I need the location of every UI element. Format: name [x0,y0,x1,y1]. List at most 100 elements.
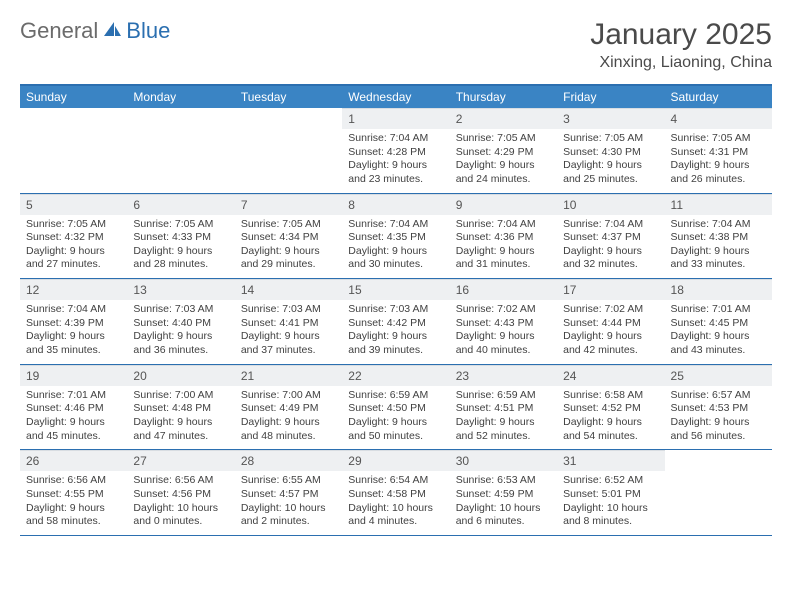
sunset-text: Sunset: 4:50 PM [348,402,443,416]
day-number: 23 [450,365,557,386]
day-number: 29 [342,450,449,471]
day-number: 17 [557,279,664,300]
daylight-text: Daylight: 9 hours and 24 minutes. [456,159,551,186]
day-details: Sunrise: 7:05 AMSunset: 4:29 PMDaylight:… [450,129,557,193]
day-cell: 28Sunrise: 6:55 AMSunset: 4:57 PMDayligh… [235,450,342,535]
sunrise-text: Sunrise: 7:05 AM [456,132,551,146]
sunset-text: Sunset: 4:29 PM [456,146,551,160]
sunset-text: Sunset: 4:59 PM [456,488,551,502]
sunset-text: Sunset: 4:30 PM [563,146,658,160]
sunrise-text: Sunrise: 7:04 AM [563,218,658,232]
day-number: 15 [342,279,449,300]
day-details: Sunrise: 7:01 AMSunset: 4:45 PMDaylight:… [665,300,772,364]
weekday-header: Wednesday [342,86,449,108]
daylight-text: Daylight: 9 hours and 32 minutes. [563,245,658,272]
sunset-text: Sunset: 4:32 PM [26,231,121,245]
day-cell: 24Sunrise: 6:58 AMSunset: 4:52 PMDayligh… [557,365,664,450]
day-details: Sunrise: 6:55 AMSunset: 4:57 PMDaylight:… [235,471,342,535]
daylight-text: Daylight: 9 hours and 28 minutes. [133,245,228,272]
day-cell: 29Sunrise: 6:54 AMSunset: 4:58 PMDayligh… [342,450,449,535]
week-row: 26Sunrise: 6:56 AMSunset: 4:55 PMDayligh… [20,450,772,536]
sunrise-text: Sunrise: 7:00 AM [241,389,336,403]
daylight-text: Daylight: 9 hours and 47 minutes. [133,416,228,443]
sunrise-text: Sunrise: 7:04 AM [348,132,443,146]
day-number: 31 [557,450,664,471]
day-number: 19 [20,365,127,386]
day-details: Sunrise: 7:04 AMSunset: 4:28 PMDaylight:… [342,129,449,193]
sunrise-text: Sunrise: 6:59 AM [348,389,443,403]
sunrise-text: Sunrise: 7:04 AM [26,303,121,317]
daylight-text: Daylight: 9 hours and 30 minutes. [348,245,443,272]
day-number: 5 [20,194,127,215]
daylight-text: Daylight: 9 hours and 43 minutes. [671,330,766,357]
day-details: Sunrise: 7:03 AMSunset: 4:42 PMDaylight:… [342,300,449,364]
sunset-text: Sunset: 4:43 PM [456,317,551,331]
day-details: Sunrise: 7:05 AMSunset: 4:33 PMDaylight:… [127,215,234,279]
day-details: Sunrise: 7:03 AMSunset: 4:40 PMDaylight:… [127,300,234,364]
day-cell: 21Sunrise: 7:00 AMSunset: 4:49 PMDayligh… [235,365,342,450]
sunrise-text: Sunrise: 6:56 AM [133,474,228,488]
sunrise-text: Sunrise: 7:05 AM [563,132,658,146]
day-number: 21 [235,365,342,386]
day-cell: 7Sunrise: 7:05 AMSunset: 4:34 PMDaylight… [235,194,342,279]
weekday-header: Tuesday [235,86,342,108]
daylight-text: Daylight: 9 hours and 26 minutes. [671,159,766,186]
sunset-text: Sunset: 4:41 PM [241,317,336,331]
header: General Blue January 2025 Xinxing, Liaon… [20,18,772,72]
daylight-text: Daylight: 9 hours and 31 minutes. [456,245,551,272]
week-row: 19Sunrise: 7:01 AMSunset: 4:46 PMDayligh… [20,365,772,451]
sunset-text: Sunset: 4:28 PM [348,146,443,160]
logo: General Blue [20,18,170,44]
day-details: Sunrise: 7:03 AMSunset: 4:41 PMDaylight:… [235,300,342,364]
daylight-text: Daylight: 10 hours and 4 minutes. [348,502,443,529]
sunrise-text: Sunrise: 7:04 AM [348,218,443,232]
sunset-text: Sunset: 4:53 PM [671,402,766,416]
daylight-text: Daylight: 9 hours and 35 minutes. [26,330,121,357]
sunrise-text: Sunrise: 6:59 AM [456,389,551,403]
day-cell [665,450,772,535]
daylight-text: Daylight: 10 hours and 0 minutes. [133,502,228,529]
day-details: Sunrise: 7:04 AMSunset: 4:39 PMDaylight:… [20,300,127,364]
day-cell: 4Sunrise: 7:05 AMSunset: 4:31 PMDaylight… [665,108,772,193]
day-number: 3 [557,108,664,129]
day-number: 24 [557,365,664,386]
weekday-header: Saturday [665,86,772,108]
title-block: January 2025 Xinxing, Liaoning, China [590,18,772,72]
day-details: Sunrise: 6:53 AMSunset: 4:59 PMDaylight:… [450,471,557,535]
daylight-text: Daylight: 9 hours and 36 minutes. [133,330,228,357]
day-cell: 14Sunrise: 7:03 AMSunset: 4:41 PMDayligh… [235,279,342,364]
daylight-text: Daylight: 10 hours and 8 minutes. [563,502,658,529]
day-details: Sunrise: 6:52 AMSunset: 5:01 PMDaylight:… [557,471,664,535]
sunset-text: Sunset: 4:55 PM [26,488,121,502]
daylight-text: Daylight: 9 hours and 48 minutes. [241,416,336,443]
daylight-text: Daylight: 10 hours and 2 minutes. [241,502,336,529]
daylight-text: Daylight: 9 hours and 58 minutes. [26,502,121,529]
day-details: Sunrise: 7:04 AMSunset: 4:37 PMDaylight:… [557,215,664,279]
sunset-text: Sunset: 4:48 PM [133,402,228,416]
daylight-text: Daylight: 9 hours and 27 minutes. [26,245,121,272]
logo-text-general: General [20,18,98,44]
weekday-header: Thursday [450,86,557,108]
day-details: Sunrise: 6:54 AMSunset: 4:58 PMDaylight:… [342,471,449,535]
day-details: Sunrise: 7:01 AMSunset: 4:46 PMDaylight:… [20,386,127,450]
day-number: 13 [127,279,234,300]
sunset-text: Sunset: 4:37 PM [563,231,658,245]
sunrise-text: Sunrise: 6:58 AM [563,389,658,403]
day-cell: 5Sunrise: 7:05 AMSunset: 4:32 PMDaylight… [20,194,127,279]
day-number: 2 [450,108,557,129]
daylight-text: Daylight: 9 hours and 29 minutes. [241,245,336,272]
sunset-text: Sunset: 4:34 PM [241,231,336,245]
day-details: Sunrise: 7:00 AMSunset: 4:49 PMDaylight:… [235,386,342,450]
day-details: Sunrise: 6:59 AMSunset: 4:51 PMDaylight:… [450,386,557,450]
day-number: 14 [235,279,342,300]
daylight-text: Daylight: 9 hours and 56 minutes. [671,416,766,443]
sunset-text: Sunset: 4:42 PM [348,317,443,331]
weekday-header-row: SundayMondayTuesdayWednesdayThursdayFrid… [20,86,772,108]
day-cell: 12Sunrise: 7:04 AMSunset: 4:39 PMDayligh… [20,279,127,364]
daylight-text: Daylight: 9 hours and 25 minutes. [563,159,658,186]
day-cell: 20Sunrise: 7:00 AMSunset: 4:48 PMDayligh… [127,365,234,450]
sunrise-text: Sunrise: 7:05 AM [671,132,766,146]
sunrise-text: Sunrise: 7:05 AM [241,218,336,232]
day-cell: 30Sunrise: 6:53 AMSunset: 4:59 PMDayligh… [450,450,557,535]
day-details: Sunrise: 7:04 AMSunset: 4:36 PMDaylight:… [450,215,557,279]
